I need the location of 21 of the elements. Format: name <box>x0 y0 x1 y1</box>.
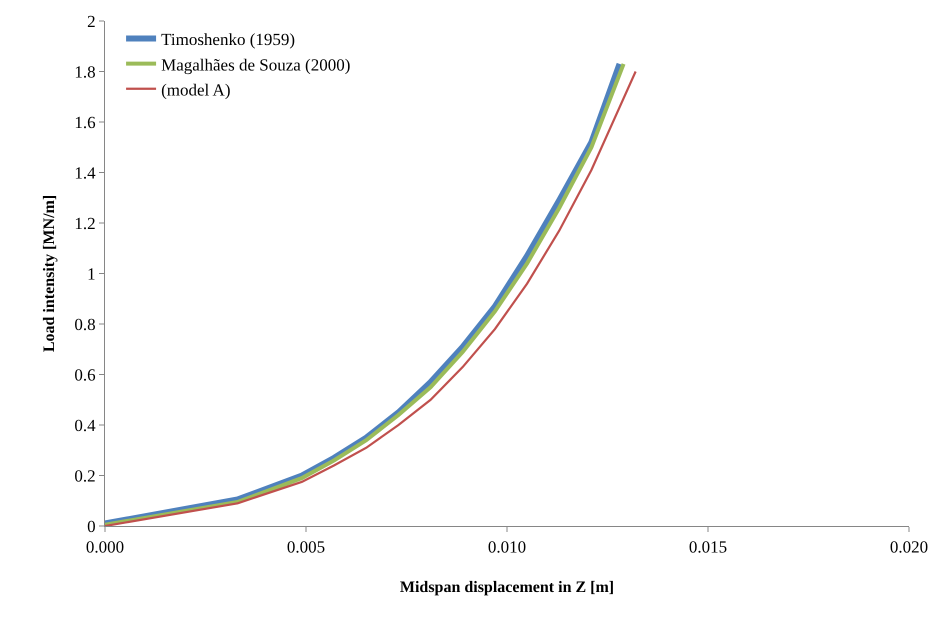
y-tick-label: 0.4 <box>74 416 96 435</box>
x-tick-label: 0.000 <box>86 537 124 556</box>
y-tick-label: 1.6 <box>74 112 96 132</box>
x-tick-label: 0.010 <box>488 537 526 556</box>
y-tick-label: 1.2 <box>74 214 96 233</box>
y-tick-label: 1.4 <box>74 163 96 182</box>
y-axis-title: Load intensity [MN/m] <box>41 194 58 352</box>
x-axis-title: Midspan displacement in Z [m] <box>400 579 614 596</box>
y-tick-label: 0.2 <box>74 466 96 486</box>
x-tick-label: 0.015 <box>688 537 728 556</box>
x-tick-label: 0.005 <box>286 537 326 556</box>
legend-label: Timoshenko (1959) <box>161 30 296 50</box>
y-tick-label: 1 <box>87 264 96 284</box>
y-tick-label: 1.8 <box>74 62 96 82</box>
y-tick-label: 0.6 <box>74 365 96 384</box>
y-tick-label: 0 <box>87 516 96 536</box>
x-tick-label: 0.020 <box>890 537 928 556</box>
y-tick-label: 2 <box>87 12 96 31</box>
y-tick-label: 0.8 <box>74 314 96 334</box>
legend-label: Magalhães de Souza (2000) <box>161 55 350 74</box>
legend-label: (model A) <box>161 80 230 100</box>
